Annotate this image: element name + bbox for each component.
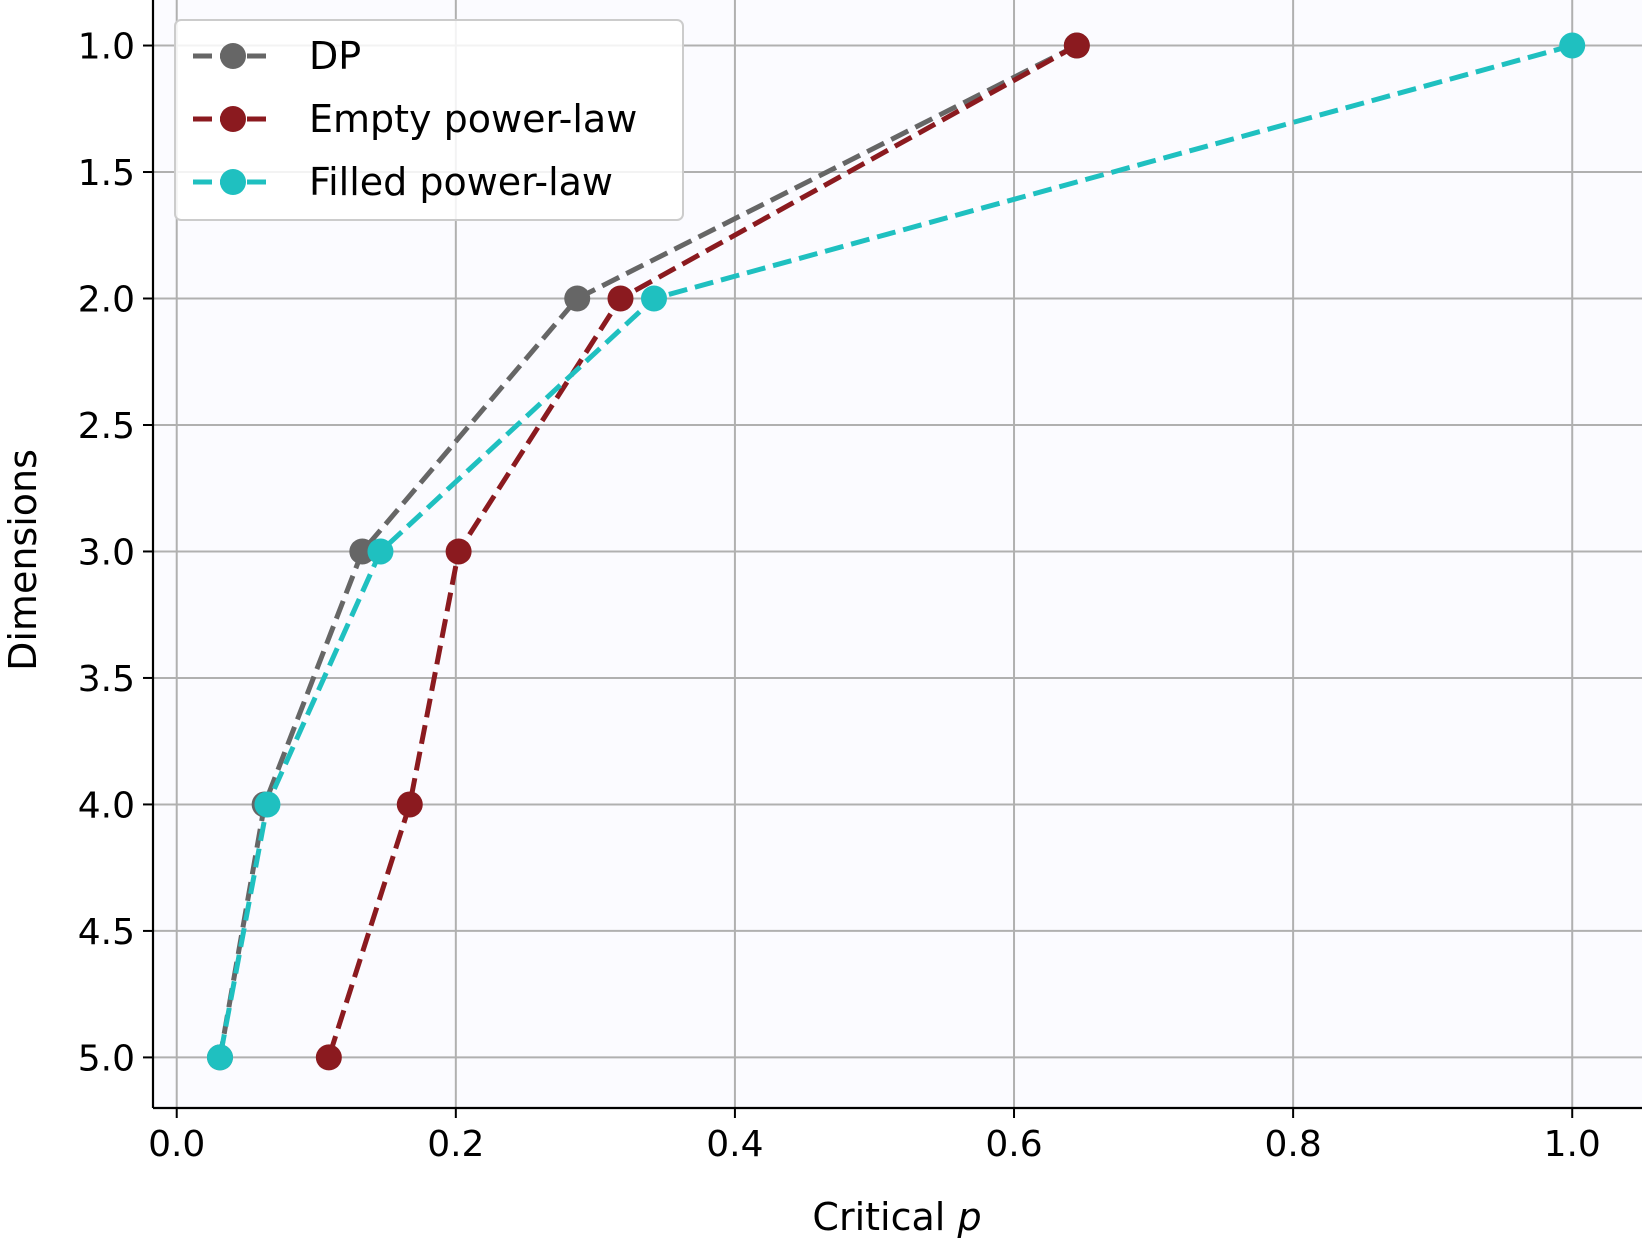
legend-label: Filled power-law <box>309 160 613 204</box>
y-tick-label: 2.0 <box>78 280 135 321</box>
data-point-empty-power-law <box>607 285 634 312</box>
series-filled-power-law <box>206 32 1586 1071</box>
data-point-empty-power-law <box>396 791 423 818</box>
y-tick-label: 1.0 <box>78 27 135 68</box>
legend-marker <box>220 106 246 132</box>
data-point-filled-power-law <box>254 791 281 818</box>
legend-marker <box>220 43 246 69</box>
y-tick-label: 3.5 <box>78 659 135 700</box>
data-point-filled-power-law <box>367 538 394 565</box>
data-point-dp <box>349 538 376 565</box>
legend-marker <box>220 169 246 195</box>
y-tick-label: 1.5 <box>78 153 135 194</box>
data-point-empty-power-law <box>315 1044 342 1071</box>
x-ticks: 0.0 0.2 0.4 0.6 0.8 1.0 <box>148 1108 1601 1165</box>
legend-label: DP <box>309 34 361 78</box>
y-tick-label: 4.0 <box>78 785 135 826</box>
y-axis-label: Dimensions <box>1 449 45 671</box>
y-tick-label: 4.5 <box>78 912 135 953</box>
legend-label: Empty power-law <box>309 97 637 141</box>
x-axis-label-variable: p <box>956 1195 981 1239</box>
series-empty-power-law <box>315 32 1090 1071</box>
y-tick-label: 2.5 <box>78 406 135 447</box>
legend-box <box>174 19 684 221</box>
legend-item-empty-power-law: Empty power-law <box>193 97 637 141</box>
data-point-dp <box>564 285 591 312</box>
data-point-filled-power-law <box>1559 32 1586 59</box>
x-tick-label: 0.8 <box>1264 1124 1321 1165</box>
x-tick-label: 0.4 <box>706 1124 763 1165</box>
x-tick-label: 1.0 <box>1544 1124 1601 1165</box>
x-axis-label: Critical p <box>812 1195 981 1239</box>
legend-item-dp: DP <box>193 34 361 78</box>
data-point-filled-power-law <box>206 1044 233 1071</box>
legend-item-filled-power-law: Filled power-law <box>193 160 613 204</box>
data-point-empty-power-law <box>1063 32 1090 59</box>
data-point-empty-power-law <box>445 538 472 565</box>
series-group <box>206 32 1586 1071</box>
legend: DP Empty power-law Filled power-law <box>174 19 684 221</box>
x-tick-label: 0.6 <box>985 1124 1042 1165</box>
y-ticks: 1.0 1.5 2.0 2.5 3.0 3.5 4.0 4.5 5.0 <box>78 27 153 1079</box>
axes <box>151 0 1642 1110</box>
y-tick-label: 3.0 <box>78 532 135 573</box>
y-tick-label: 5.0 <box>78 1038 135 1079</box>
x-tick-label: 0.0 <box>148 1124 205 1165</box>
data-point-filled-power-law <box>640 285 667 312</box>
x-tick-label: 0.2 <box>427 1124 484 1165</box>
